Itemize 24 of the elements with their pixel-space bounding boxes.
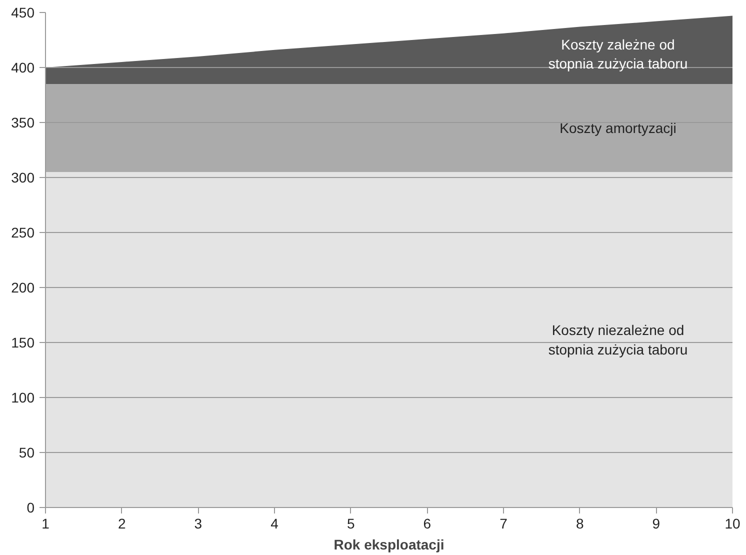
y-tick-label: 250 (11, 224, 35, 240)
x-tick-label: 5 (346, 516, 355, 532)
y-tick-label: 50 (18, 444, 35, 460)
x-tick-label: 4 (270, 516, 279, 532)
y-tick-label: 300 (11, 170, 35, 186)
series-label: Koszty amortyzacji (560, 120, 676, 136)
x-tick-label: 6 (423, 516, 432, 532)
x-axis-title: Rok eksploatacji (334, 536, 444, 552)
series-label: Koszty niezależne od stopnia zużycia taboru (548, 322, 688, 358)
y-tick-label: 400 (11, 60, 35, 76)
x-tick-label: 7 (500, 516, 508, 532)
x-tick-label: 1 (42, 516, 50, 532)
series-label: Koszty zależne od stopnia zużycia taboru (548, 36, 688, 72)
x-tick-label: 8 (576, 516, 584, 532)
y-tick-label: 0 (26, 500, 35, 516)
y-tick-label: 200 (11, 280, 35, 296)
y-tick-label: 100 (11, 390, 35, 406)
y-tick-label: 150 (11, 334, 35, 350)
x-tick-label: 9 (652, 516, 660, 532)
x-tick-label: 3 (194, 516, 202, 532)
x-tick-label: 10 (724, 516, 740, 532)
y-tick-label: 350 (11, 114, 35, 130)
y-tick-label: 450 (11, 4, 35, 20)
x-tick-label: 2 (118, 516, 126, 532)
